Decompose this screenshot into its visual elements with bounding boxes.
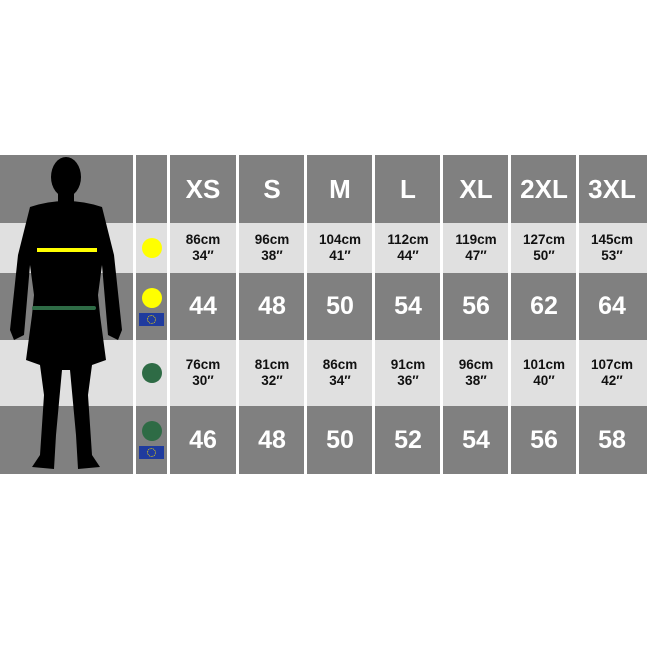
cm-value: 112cm: [387, 232, 429, 247]
header-row: [0, 155, 650, 223]
size-header: XL: [459, 173, 493, 204]
inch-value: 38″: [261, 248, 283, 263]
waist-marker-icon: [141, 421, 162, 441]
size-header: XS: [185, 173, 221, 204]
chest-eu-size-cell: 62: [530, 292, 558, 320]
chest-eu-size-cell: 56: [462, 292, 490, 320]
waist-marker-icon: [141, 363, 162, 383]
waist-measurement-cell: 86cm 34″: [307, 340, 373, 406]
chest-marker-icon: [141, 287, 162, 308]
chest-marker-icon: [141, 238, 162, 258]
waist-measurement-cell: 76cm 30″: [170, 340, 236, 406]
chest-eu-size-cell: 44: [189, 292, 217, 320]
waist-eu-size-cell: 48: [258, 425, 286, 454]
cm-value: 76cm: [185, 357, 221, 372]
waist-measurement-cell: 91cm 36″: [375, 340, 441, 406]
waist-line: [32, 306, 96, 310]
inch-value: 53″: [601, 248, 623, 263]
chest-measurement-cell: 86cm 34″: [170, 223, 236, 273]
chest-measurement-cell: 127cm 50″: [511, 223, 577, 273]
waist-eu-size-cell: 52: [394, 425, 422, 454]
inch-value: 50″: [533, 248, 555, 263]
size-header: S: [263, 173, 281, 204]
cm-value: 119cm: [455, 232, 497, 247]
size-header: 2XL: [520, 173, 568, 204]
cm-value: 96cm: [254, 232, 290, 247]
cm-value: 145cm: [590, 232, 634, 247]
inch-value: 40″: [533, 373, 555, 388]
cm-value: 104cm: [318, 232, 362, 247]
chest-measurement-cell: 145cm 53″: [579, 223, 645, 273]
chest-measurement-cell: 96cm 38″: [239, 223, 305, 273]
eu-flag-icon: [139, 312, 164, 326]
waist-eu-size-cell: 54: [462, 425, 490, 454]
cm-value: 101cm: [522, 357, 566, 372]
cm-value: 127cm: [522, 232, 566, 247]
waist-eu-size-cell: 56: [530, 425, 558, 454]
chest-eu-size-cell: 48: [258, 292, 286, 320]
waist-eu-size-cell: 58: [598, 425, 626, 454]
waist-measurement-cell: 101cm 40″: [511, 340, 577, 406]
inch-value: 41″: [329, 248, 351, 263]
inch-value: 42″: [601, 373, 623, 388]
cm-value: 91cm: [390, 357, 426, 372]
inch-value: 34″: [192, 248, 214, 263]
chest-eu-size-cell: 64: [598, 292, 626, 320]
chest-line: [37, 248, 97, 252]
inch-value: 30″: [192, 373, 214, 388]
inch-value: 47″: [465, 248, 487, 263]
inch-value: 44″: [397, 248, 419, 263]
waist-measurement-cell: 107cm 42″: [579, 340, 645, 406]
chest-eu-size-cell: 50: [326, 292, 354, 320]
chest-measurement-cell: 104cm 41″: [307, 223, 373, 273]
size-header: M: [329, 173, 351, 204]
inch-value: 36″: [397, 373, 419, 388]
eu-flag-icon: [139, 446, 164, 459]
waist-cm-row: [0, 340, 650, 406]
size-header: L: [400, 173, 416, 204]
waist-eu-size-cell: 50: [326, 425, 354, 454]
inch-value: 34″: [329, 373, 351, 388]
inch-value: 32″: [261, 373, 283, 388]
chest-eu-size-cell: 54: [394, 292, 422, 320]
body-silhouette: [10, 157, 122, 469]
cm-value: 86cm: [185, 232, 221, 247]
waist-measurement-cell: 81cm 32″: [239, 340, 305, 406]
chest-measurement-cell: 119cm 47″: [443, 223, 509, 273]
size-header: 3XL: [588, 173, 636, 204]
waist-eu-size-cell: 46: [189, 425, 217, 454]
inch-value: 38″: [465, 373, 487, 388]
chest-measurement-cell: 112cm 44″: [375, 223, 441, 273]
cm-value: 107cm: [590, 357, 634, 372]
cm-value: 96cm: [458, 357, 494, 372]
waist-measurement-cell: 96cm 38″: [443, 340, 509, 406]
cm-value: 86cm: [322, 357, 358, 372]
waist-eu-row: [0, 406, 650, 474]
cm-value: 81cm: [254, 357, 290, 372]
